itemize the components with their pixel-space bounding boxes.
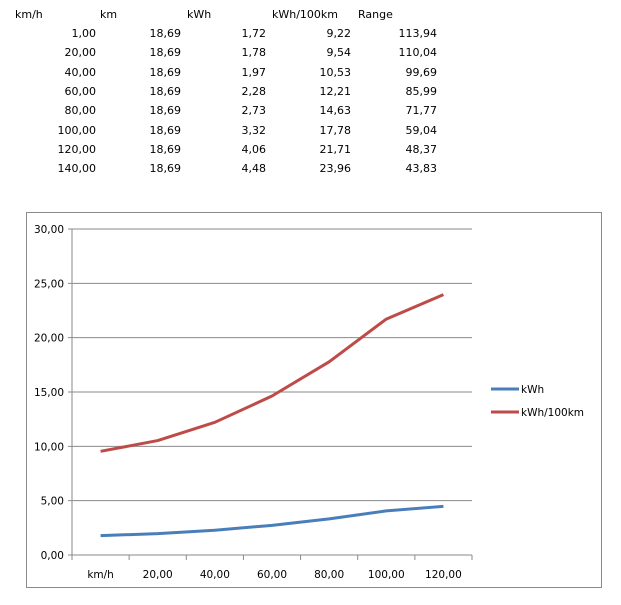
table-cell: 1,97	[241, 65, 267, 79]
table-cell: 80,00	[64, 104, 97, 118]
table-cell: 3,32	[241, 123, 267, 137]
table-cell: 1,72	[241, 27, 267, 40]
y-tick-label: 25,00	[34, 278, 64, 290]
table-cell: 1,78	[241, 46, 267, 60]
table-cell: 23,96	[319, 162, 352, 176]
table-cell: 9,54	[326, 46, 352, 60]
x-tick-label: 20,00	[143, 569, 173, 581]
table-cell: 2,28	[241, 84, 267, 98]
table-cell: 18,69	[149, 104, 182, 118]
table-cell: 40,00	[64, 65, 97, 79]
legend-label: kWh	[521, 384, 544, 396]
table-cell: 18,69	[149, 142, 182, 156]
table-cell: 18,69	[149, 46, 182, 60]
series-line-kwh	[100, 504, 444, 538]
table-cell: 18,69	[149, 65, 182, 79]
table-cell: 113,94	[398, 27, 438, 40]
table-header-row: km/h km kWh kWh/100km Range	[0, 8, 450, 27]
x-tick-label: 120,00	[425, 569, 462, 581]
table-cell: 43,83	[405, 162, 438, 176]
table-cell: 17,78	[319, 123, 352, 137]
table-cell: 120,00	[57, 142, 97, 156]
table-cell: 60,00	[64, 84, 97, 98]
column-header: kWh/100km	[272, 8, 339, 21]
y-tick-label: 20,00	[34, 333, 64, 345]
table-row: 1,00 18,69 1,72 9,22 113,94	[0, 27, 450, 46]
table-cell: 1,00	[71, 27, 97, 40]
table-cell: 71,77	[405, 104, 438, 118]
table-cell: 99,69	[405, 65, 438, 79]
table-cell: 110,04	[398, 46, 438, 60]
legend-label: kWh/100km	[521, 407, 584, 419]
table-cell: 18,69	[149, 123, 182, 137]
table-cell: 2,73	[241, 104, 267, 118]
table-cell: 18,69	[149, 84, 182, 98]
table-row: 40,00 18,69 1,97 10,53 99,69	[0, 66, 450, 85]
column-header: Range	[358, 8, 393, 21]
table-cell: 59,04	[405, 123, 438, 137]
table-row: 60,00 18,69 2,28 12,21 85,99	[0, 85, 450, 104]
table-row: 100,00 18,69 3,32 17,78 59,04	[0, 124, 450, 143]
chart-svg: 0,00 5,00 10,00 15,00 20,00 25,00 30,00 km/h 20,…	[34, 224, 584, 581]
table-cell: 18,69	[149, 27, 182, 40]
y-tick-label: 30,00	[34, 224, 64, 236]
table-row: 20,00 18,69 1,78 9,54 110,04	[0, 46, 450, 65]
table-cell: 9,22	[326, 27, 352, 40]
x-tick-label: 60,00	[257, 569, 287, 581]
column-header: kWh	[187, 8, 212, 21]
table-cell: 4,48	[241, 162, 267, 176]
table-row: 120,00 18,69 4,06 21,71 48,37	[0, 143, 450, 162]
x-tick-label: 40,00	[200, 569, 230, 581]
table-cell: 12,21	[319, 84, 352, 98]
series-line-kwh-100km	[100, 293, 445, 453]
x-tick-label: km/h	[87, 569, 114, 581]
table-cell: 100,00	[57, 123, 97, 137]
table-cell: 14,63	[319, 104, 352, 118]
y-tick-label: 5,00	[41, 496, 64, 508]
column-header: km/h	[15, 8, 43, 21]
table-cell: 48,37	[405, 142, 438, 156]
table-cell: 85,99	[405, 84, 438, 98]
column-header: km	[100, 8, 118, 21]
x-tick-label: 80,00	[314, 569, 344, 581]
y-tick-label: 15,00	[34, 387, 64, 399]
table-cell: 140,00	[57, 162, 97, 176]
table-cell: 20,00	[64, 46, 97, 60]
x-tick-label: 100,00	[368, 569, 405, 581]
table-cell: 4,06	[241, 142, 267, 156]
table-cell: 18,69	[149, 162, 182, 176]
table-row: 140,00 18,69 4,48 23,96 43,83	[0, 162, 450, 181]
table-row: 80,00 18,69 2,73 14,63 71,77	[0, 104, 450, 123]
y-tick-label: 0,00	[41, 550, 64, 562]
table-cell: 21,71	[319, 142, 352, 156]
table-cell: 10,53	[319, 65, 352, 79]
line-chart: 0,00 5,00 10,00 15,00 20,00 25,00 30,00 km/h 20,…	[26, 212, 602, 588]
y-tick-label: 10,00	[34, 441, 64, 453]
